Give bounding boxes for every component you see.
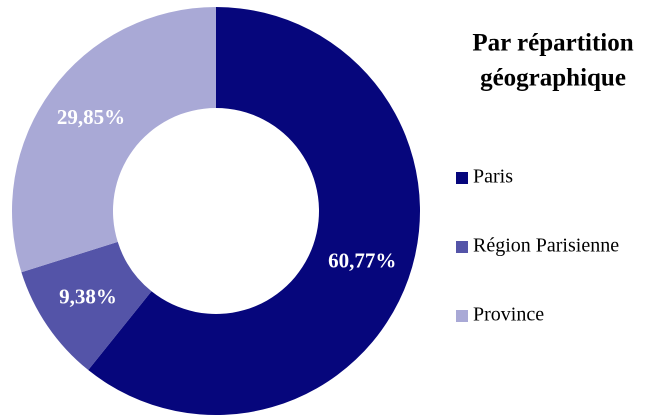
chart-title: Par répartition (472, 30, 633, 57)
chart-title: géographique (480, 65, 626, 92)
data-label: 9,38% (59, 284, 117, 308)
legend-swatch (456, 310, 468, 322)
legend-label: Province (473, 304, 544, 326)
data-label: 60,77% (328, 248, 396, 272)
legend-swatch (456, 241, 468, 253)
legend-swatch (456, 172, 468, 184)
donut-slice (21, 241, 152, 371)
donut-slice (88, 7, 420, 415)
data-label: 29,85% (57, 105, 125, 129)
donut-slice (12, 7, 217, 273)
legend-label: Paris (473, 166, 513, 188)
legend-label: Région Parisienne (473, 235, 619, 257)
